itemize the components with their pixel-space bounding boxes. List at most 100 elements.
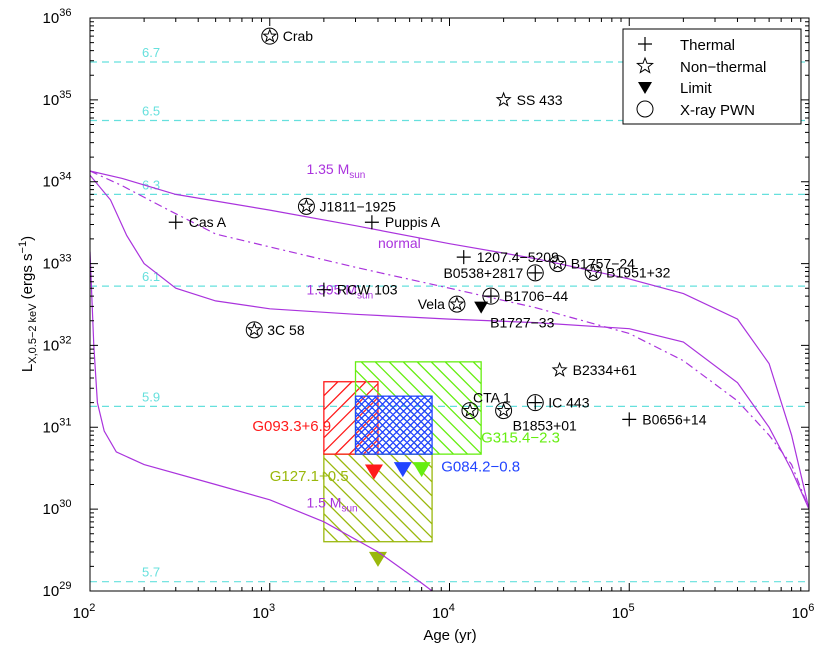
cooling-curve-1-35 xyxy=(90,170,809,510)
box-limit-arrow-g315-4-2-3 xyxy=(412,462,431,478)
cooling-curve-label-1-395: 1.395 Msun xyxy=(306,281,373,301)
point-label-b0538-2817: B0538+2817 xyxy=(443,265,523,281)
star-icon xyxy=(495,91,512,107)
plus-icon xyxy=(528,265,543,280)
cooling-curve-label-sub-1-5: sun xyxy=(341,503,357,514)
cooling-curve-label-normal: normal xyxy=(378,235,421,251)
star-icon xyxy=(449,296,465,311)
limit-boxes: G127.1+0.5 G093.3+6.9 G315.4−2.3 G084.2−0.8 xyxy=(252,361,560,567)
pwn-circle-icon xyxy=(495,402,513,420)
star-icon xyxy=(496,402,512,417)
star-icon xyxy=(262,28,278,43)
y-label-main: L xyxy=(19,364,36,372)
point-b1951-32: B1951+32 xyxy=(584,263,671,281)
legend-item-limit: Limit xyxy=(638,80,713,97)
point-ic-443: IC 443 xyxy=(526,394,590,412)
plus-icon xyxy=(456,250,471,265)
pwn-circle-icon xyxy=(461,402,479,420)
pwn-circle-icon xyxy=(584,263,602,281)
point-cas-a: Cas A xyxy=(168,214,227,230)
y-label-unit-close: ) xyxy=(19,236,36,241)
box-hatch-lines-g093-3-6-9 xyxy=(323,381,378,455)
box-label-g084-2-0-8: G084.2−0.8 xyxy=(441,458,520,475)
point-label-1207-4-5209: 1207.4−5209 xyxy=(477,249,559,265)
point-label-b2334-61: B2334+61 xyxy=(573,362,637,378)
cooling-curve-normal xyxy=(90,170,809,510)
x-tick-exp: 5 xyxy=(629,602,635,614)
point-crab: Crab xyxy=(261,27,314,45)
plus-icon xyxy=(622,412,637,427)
x-tick-exp: 3 xyxy=(269,602,275,614)
legend-item-thermal: Thermal xyxy=(638,37,735,54)
point-label-b1853-01: B1853+01 xyxy=(513,418,577,434)
box-limit-arrow-g084-2-0-8 xyxy=(393,462,412,478)
point-label-ss-433: SS 433 xyxy=(517,92,563,108)
point-cta-1: CTA 1 xyxy=(461,390,511,420)
y-tick-label: 1031 xyxy=(43,416,72,436)
point-label-puppis-a: Puppis A xyxy=(385,214,441,230)
pwn-circle-icon xyxy=(482,287,500,305)
point-b2334-61: B2334+61 xyxy=(551,361,637,378)
y-label-unit-sup: −1 xyxy=(17,241,29,254)
point-label-ic-443: IC 443 xyxy=(548,395,589,411)
plus-icon xyxy=(483,289,498,304)
point-ss-433: SS 433 xyxy=(495,91,563,108)
star-icon xyxy=(551,361,568,377)
box-hatch-g127-1-0-5 xyxy=(323,454,433,542)
x-axis-label: Age (yr) xyxy=(423,627,476,644)
temperature-label-6-1: 6.1 xyxy=(142,269,160,284)
legend-label-limit: Limit xyxy=(680,80,713,97)
y-tick-exp: 33 xyxy=(59,253,71,265)
legend-plus-icon xyxy=(638,37,652,51)
legend-circle-icon xyxy=(636,100,654,118)
point-3c-58: 3C 58 xyxy=(245,321,305,339)
y-tick-exp: 36 xyxy=(59,7,71,19)
y-tick-exp: 29 xyxy=(59,580,71,592)
plus-icon xyxy=(316,282,331,297)
point-label-crab: Crab xyxy=(283,28,314,44)
temperature-label-5-7: 5.7 xyxy=(142,565,160,580)
point-puppis-a: Puppis A xyxy=(364,214,441,230)
y-tick-label: 1029 xyxy=(43,580,72,600)
x-tick-exp: 4 xyxy=(449,602,455,614)
y-tick-exp: 31 xyxy=(59,416,71,428)
x-tick-exp: 6 xyxy=(808,602,814,614)
box-limit-arrow-g093-3-6-9 xyxy=(364,464,383,480)
box-label-g127-1-0-5: G127.1+0.5 xyxy=(270,468,349,485)
x-tick-label: 104 xyxy=(432,602,455,622)
y-tick-label: 1035 xyxy=(43,89,72,109)
box-label-g093-3-6-9: G093.3+6.9 xyxy=(252,418,331,435)
data-points: Crab SS 433 J1811−1925 Cas A Puppis A 1207.4−… xyxy=(168,27,707,434)
plus-icon xyxy=(168,215,183,230)
star-icon xyxy=(462,402,478,417)
point-b1853-01: B1853+01 xyxy=(495,402,577,434)
y-tick-label: 1033 xyxy=(43,253,72,273)
pwn-circle-icon xyxy=(245,321,263,339)
pwn-circle-icon xyxy=(297,197,315,215)
x-tick-label: 103 xyxy=(252,602,275,622)
box-label-g315-4-2-3: G315.4−2.3 xyxy=(481,430,560,447)
point-label-cta-1: CTA 1 xyxy=(473,390,511,406)
axis-ticks xyxy=(89,18,809,592)
box-hatch-lines-g127-1-0-5 xyxy=(323,454,433,542)
y-tick-exp: 32 xyxy=(59,334,71,346)
temperature-label-5-9: 5.9 xyxy=(142,389,160,404)
y-axis-label: LX,0.5−2 keV (ergs s−1) xyxy=(17,236,39,372)
legend-triangle-icon xyxy=(638,82,652,94)
cooling-curve-label-sub-1-395: sun xyxy=(357,290,373,301)
cooling-curve-label-sub-1-35: sun xyxy=(349,170,365,181)
legend: Thermal Non−thermal Limit X-ray PWN xyxy=(622,28,802,125)
y-tick-exp: 34 xyxy=(59,171,71,183)
point-label-vela: Vela xyxy=(418,296,445,312)
y-tick-label: 1036 xyxy=(43,7,72,27)
star-icon xyxy=(585,264,601,279)
y-tick-label: 1034 xyxy=(43,171,72,191)
y-label-sub: X,0.5−2 keV xyxy=(27,303,39,364)
y-tick-exp: 30 xyxy=(59,498,71,510)
temperature-label-6-5: 6.5 xyxy=(142,103,160,118)
star-icon xyxy=(298,198,314,213)
point-label-rcw-103: RCW 103 xyxy=(337,282,398,298)
legend-label-non-thermal: Non−thermal xyxy=(680,59,766,76)
legend-label-thermal: Thermal xyxy=(680,37,735,54)
